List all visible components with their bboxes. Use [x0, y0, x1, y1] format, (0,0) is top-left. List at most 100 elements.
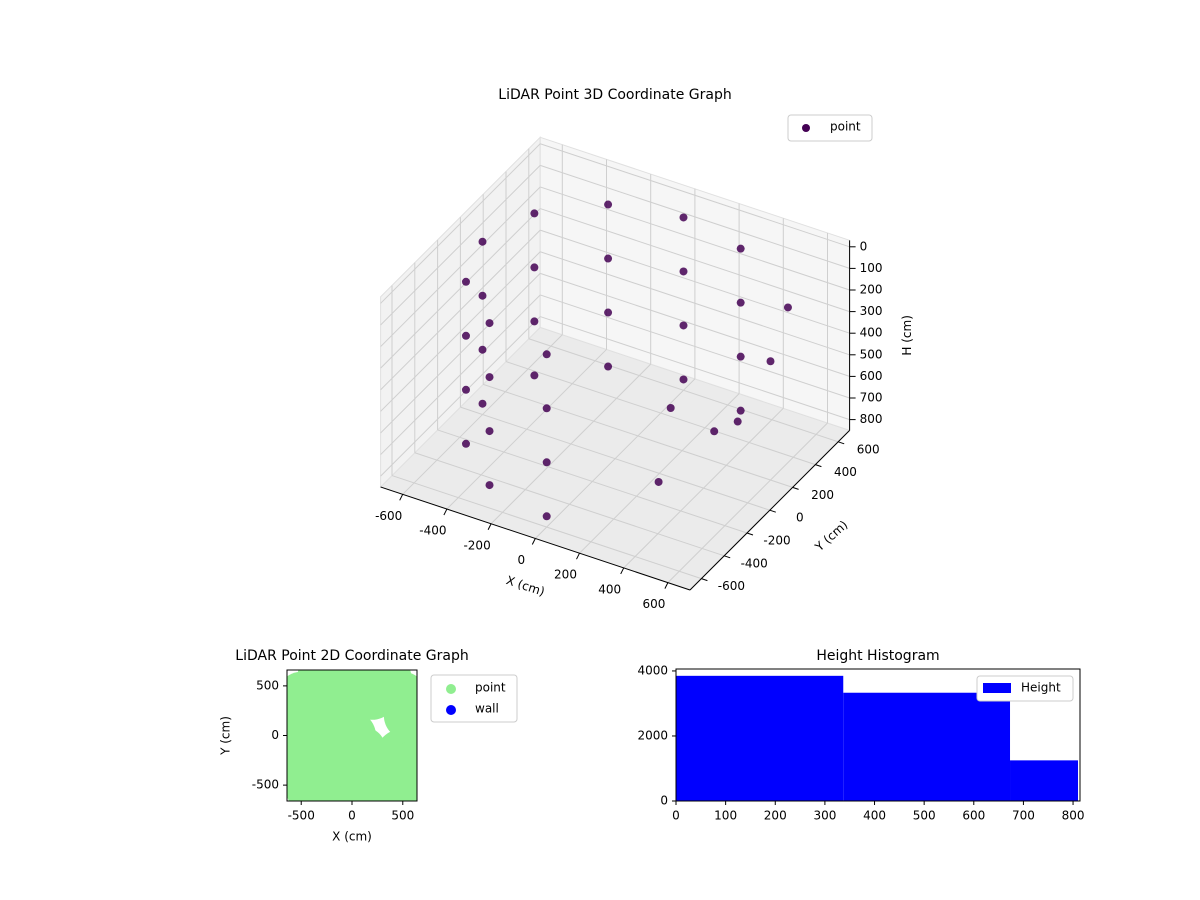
tick-mark	[815, 464, 822, 468]
x-tick-label: -600	[375, 509, 402, 523]
x-tick-label: 600	[642, 597, 665, 611]
point	[604, 200, 613, 209]
point	[478, 345, 487, 354]
tick-mark	[701, 578, 708, 582]
axes-frame	[675, 668, 1081, 802]
point	[604, 254, 613, 263]
legend-box	[787, 114, 873, 142]
point	[478, 237, 487, 246]
point	[736, 406, 745, 415]
y-tick-label: 400	[834, 465, 857, 479]
grid-line	[540, 294, 850, 399]
point	[679, 213, 688, 222]
grid-line	[528, 338, 839, 443]
z-tick-label: 300	[860, 304, 883, 318]
legend-marker	[446, 684, 456, 694]
grid-line	[380, 143, 541, 304]
tick-mark	[724, 555, 731, 559]
grid-line	[540, 143, 850, 248]
tick-mark	[443, 508, 448, 516]
x-tick-label: 500	[913, 809, 936, 823]
point	[530, 317, 539, 326]
x-tick-label: 0	[517, 553, 525, 567]
point	[461, 385, 470, 394]
point	[461, 331, 470, 340]
grid-line	[380, 316, 541, 477]
z-tick-label: 800	[860, 412, 883, 426]
point	[348, 671, 397, 720]
grid-line	[483, 383, 793, 488]
point	[736, 298, 745, 307]
z-tick-label: 600	[860, 369, 883, 383]
point	[297, 670, 346, 715]
z-tick-label: 500	[860, 347, 883, 361]
grid-line	[540, 164, 850, 269]
point	[679, 375, 688, 384]
legend-marker	[802, 124, 810, 132]
point	[733, 417, 742, 426]
z-tick-label: 100	[860, 261, 883, 275]
y-axis-label: Y (cm)	[219, 716, 233, 756]
x-axis	[380, 486, 691, 591]
z-tick-label: 0	[860, 239, 868, 253]
z-tick-label: 200	[860, 283, 883, 297]
grid-line	[380, 165, 541, 326]
point	[666, 404, 675, 412]
y-tick-label: -600	[718, 579, 745, 593]
x-tick-label: -400	[419, 524, 446, 538]
grid-line	[380, 273, 541, 434]
legend-label: point	[830, 120, 861, 134]
point	[604, 362, 613, 371]
tick-mark	[838, 441, 845, 445]
point	[485, 319, 494, 328]
y-tick-label: 0	[796, 511, 804, 525]
y-tick-label: 4000	[637, 663, 668, 677]
grid-line	[380, 186, 541, 347]
legend-marker	[446, 705, 456, 715]
y-tick-label: -400	[741, 556, 768, 570]
y-tick-label: 600	[857, 442, 880, 456]
point	[338, 726, 387, 775]
x-tick-label: 100	[714, 809, 737, 823]
bar	[1010, 760, 1079, 801]
point	[542, 512, 551, 521]
chart-title: LiDAR Point 2D Coordinate Graph	[235, 648, 468, 664]
point	[710, 427, 719, 436]
tick-mark	[746, 532, 754, 536]
x-tick-label: -200	[463, 538, 490, 552]
grid-line	[380, 229, 541, 391]
point	[485, 427, 494, 436]
tick-mark	[620, 567, 625, 575]
x-tick-label: 0	[672, 809, 680, 823]
z-tick-label: 700	[860, 391, 883, 405]
y-tick-label: 200	[811, 488, 834, 502]
grid-line	[380, 251, 541, 412]
point	[530, 209, 539, 218]
tick-mark	[576, 552, 580, 560]
point	[485, 373, 494, 382]
legend-label: Height	[1021, 681, 1061, 695]
point	[478, 399, 487, 408]
grid-line	[380, 208, 541, 369]
x-tick-label: 400	[598, 582, 621, 596]
tick-mark	[792, 486, 799, 490]
grid-line	[540, 208, 850, 313]
legend-marker	[983, 683, 1011, 693]
grid-line	[391, 475, 702, 580]
chart-title: LiDAR Point 3D Coordinate Graph	[498, 87, 731, 103]
y-tick-label: 0	[660, 794, 668, 808]
grid-line	[540, 272, 850, 377]
point	[766, 357, 775, 366]
x-tick-label: 500	[391, 809, 414, 823]
point	[783, 303, 792, 312]
point	[530, 263, 539, 272]
tick-mark	[487, 523, 492, 530]
y-tick-label: -200	[763, 534, 790, 548]
legend-label: point	[475, 681, 506, 695]
grid-line	[437, 429, 748, 534]
point	[736, 244, 745, 253]
grid-line	[540, 316, 850, 421]
grid-line	[540, 186, 850, 291]
point	[679, 321, 688, 330]
